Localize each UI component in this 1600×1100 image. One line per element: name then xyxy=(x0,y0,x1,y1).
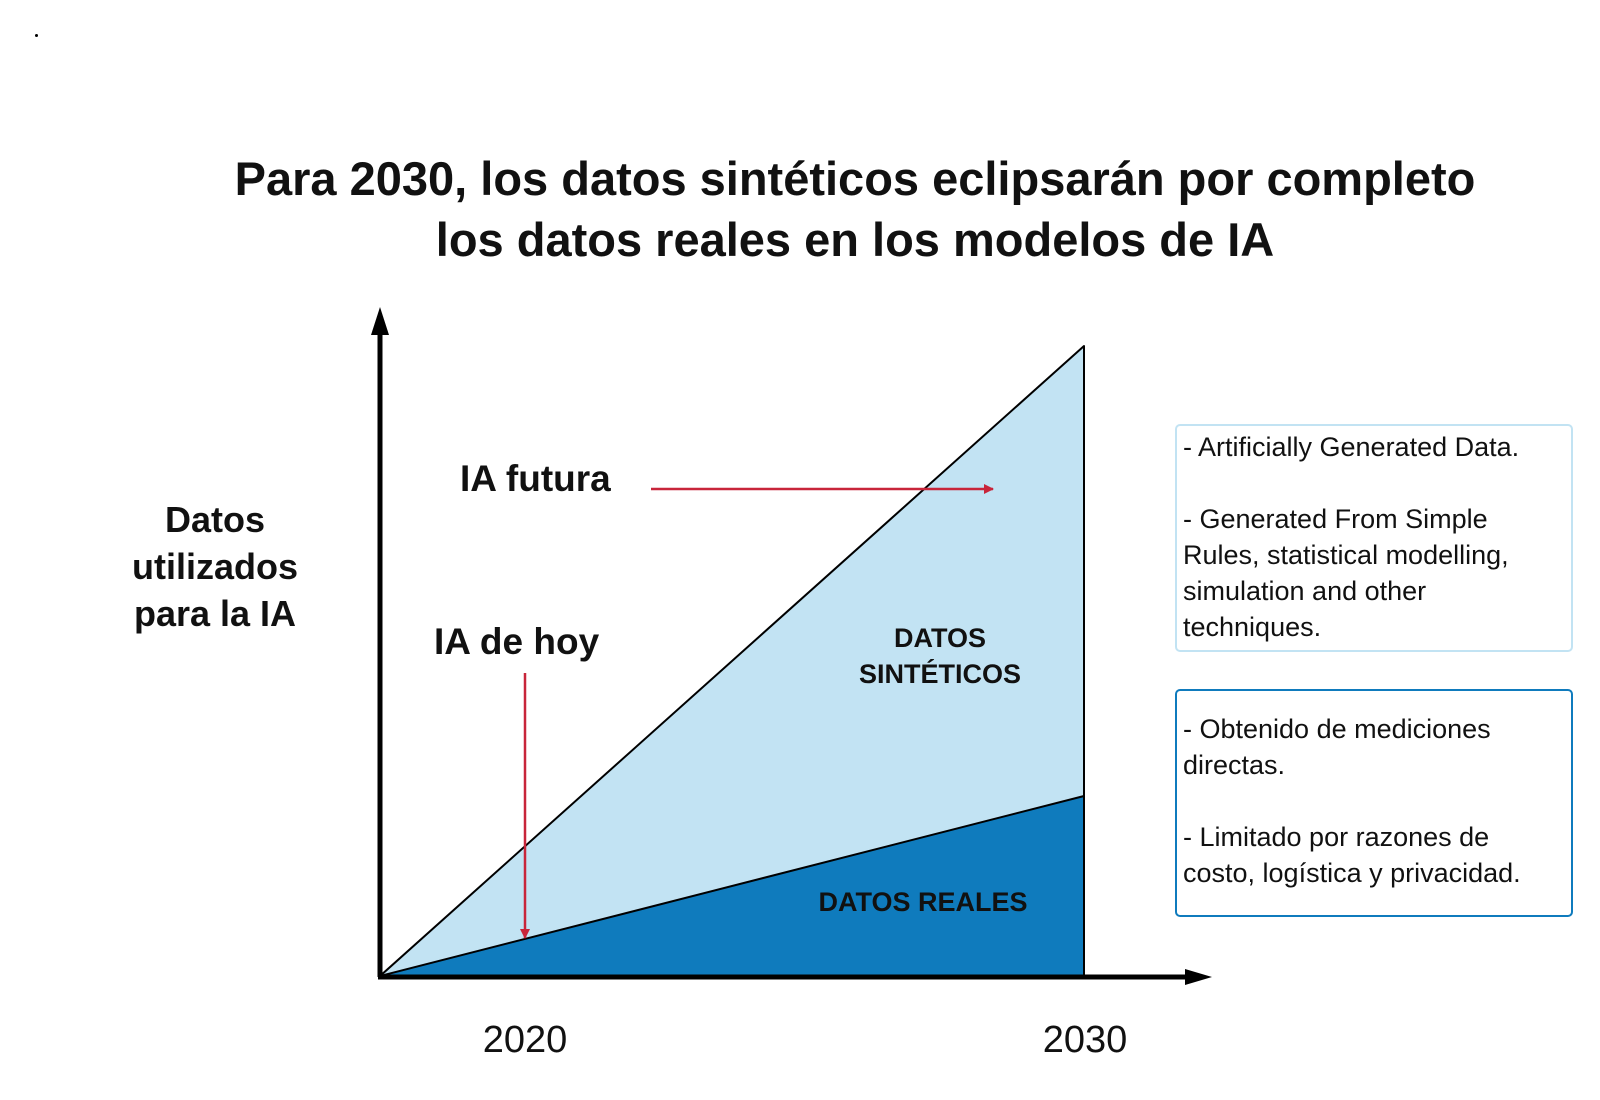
x-axis-arrowhead xyxy=(1185,969,1212,985)
today-ai-label: IA de hoy xyxy=(434,621,600,662)
title-line-2: los datos reales en los modelos de IA xyxy=(435,213,1275,266)
y-axis-label-line-2: utilizados xyxy=(131,546,298,587)
y-axis-label-line-3: para la IA xyxy=(133,593,297,634)
real-callout-point-2: - Limitado por razones de costo, logísti… xyxy=(1183,822,1521,888)
title-line-1: Para 2030, los datos sintéticos eclipsar… xyxy=(234,152,1476,205)
y-axis-label: Datos utilizados para la IA xyxy=(100,496,330,637)
future-ai-label: IA futura xyxy=(460,458,611,499)
x-tick-2020: 2020 xyxy=(483,1019,568,1061)
real-callout-point-1: - Obtenido de mediciones directas. xyxy=(1183,714,1491,780)
y-axis-label-line-1: Datos xyxy=(164,499,266,540)
x-tick-2030: 2030 xyxy=(1043,1019,1128,1061)
page-title: Para 2030, los datos sintéticos eclipsar… xyxy=(150,148,1560,270)
synthetic-label-line-2: SINTÉTICOS xyxy=(859,658,1021,689)
stray-dot xyxy=(35,34,38,37)
synthetic-callout-point-1: - Artificially Generated Data. xyxy=(1183,432,1520,462)
y-axis-arrowhead xyxy=(371,307,389,335)
synthetic-label-line-1: DATOS xyxy=(894,623,986,653)
synthetic-callout-point-2: - Generated From Simple Rules, statistic… xyxy=(1183,504,1509,642)
synthetic-data-callout: - Artificially Generated Data. - Generat… xyxy=(1175,424,1573,652)
real-data-label: DATOS REALES xyxy=(818,887,1027,917)
real-data-callout: - Obtenido de mediciones directas. - Lim… xyxy=(1175,689,1573,917)
